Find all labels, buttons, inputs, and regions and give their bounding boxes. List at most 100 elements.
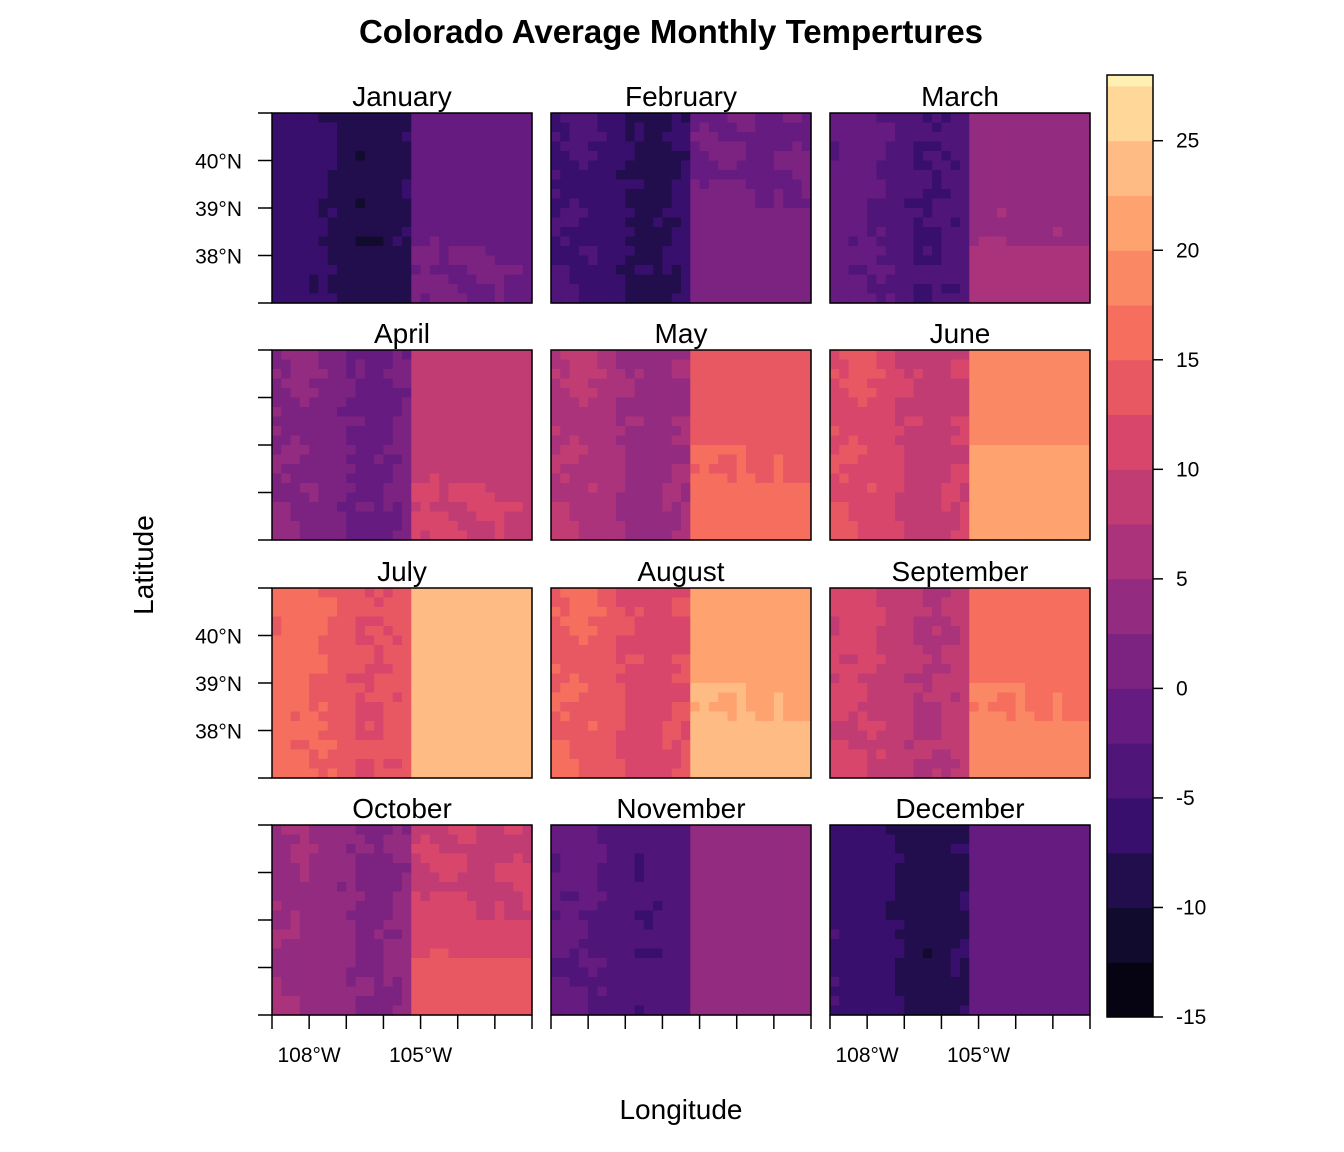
heat-cell — [885, 673, 896, 684]
heat-cell — [718, 113, 729, 124]
heat-cell — [1015, 502, 1026, 513]
heat-cell — [616, 227, 626, 238]
heat-cell — [551, 274, 561, 285]
heat-cell — [272, 730, 282, 741]
heat-cell — [588, 464, 599, 475]
heat-cell — [662, 702, 673, 713]
heat-cell — [783, 759, 794, 770]
heat-cell — [718, 284, 729, 295]
heat-cell — [485, 511, 496, 522]
heat-cell — [346, 141, 357, 152]
heat-cell — [522, 664, 533, 675]
heat-cell — [588, 407, 599, 418]
heat-cell — [1052, 645, 1063, 656]
heat-cell — [551, 607, 561, 618]
heat-cell — [281, 122, 292, 133]
heat-cell — [299, 426, 310, 437]
heat-cell — [309, 597, 320, 608]
heat-cell — [494, 645, 505, 656]
heat-cell — [801, 141, 812, 152]
heat-cell — [1071, 359, 1082, 370]
heat-cell — [625, 113, 636, 124]
heat-cell — [839, 664, 850, 675]
heat-cell — [978, 664, 989, 675]
heat-cell — [932, 711, 943, 722]
heat-cell — [857, 530, 868, 541]
heat-cell — [1062, 588, 1073, 599]
heat-cell — [978, 198, 989, 209]
heat-cell — [969, 464, 980, 475]
heat-cell — [969, 473, 980, 484]
heat-cell — [606, 645, 617, 656]
heat-cell — [1025, 435, 1035, 446]
heat-cell — [792, 492, 803, 503]
heat-cell — [1043, 711, 1054, 722]
heat-cell — [337, 483, 347, 494]
heat-cell — [588, 170, 599, 181]
heat-cell — [913, 616, 924, 627]
heat-cell — [513, 274, 524, 285]
heat-cell — [839, 217, 850, 228]
heat-cell — [411, 426, 422, 437]
heat-cell — [1080, 236, 1091, 247]
heat-cell — [476, 730, 487, 741]
heat-cell — [662, 511, 673, 522]
heat-cell — [662, 407, 673, 418]
heat-cell — [429, 530, 440, 541]
heat-cell — [941, 483, 952, 494]
heat-cell — [1071, 445, 1082, 456]
heat-cell — [830, 265, 840, 276]
heat-cell — [653, 749, 664, 760]
heat-cell — [941, 141, 952, 152]
heat-cell — [272, 122, 282, 133]
heat-cell — [588, 198, 599, 209]
heat-cell — [1006, 521, 1017, 532]
heat-cell — [606, 426, 617, 437]
heat-cell — [857, 645, 868, 656]
heat-cell — [1015, 407, 1026, 418]
heat-cell — [364, 673, 375, 684]
heat-cell — [485, 170, 496, 181]
heat-cell — [904, 217, 915, 228]
heat-cell — [355, 284, 366, 295]
heat-cell — [895, 664, 905, 675]
heat-cell — [904, 407, 915, 418]
heat-cell — [299, 236, 310, 247]
heat-cell — [857, 435, 868, 446]
heat-cell — [1071, 255, 1082, 266]
heat-cell — [671, 626, 682, 637]
heat-cell — [588, 132, 599, 143]
heat-cell — [597, 198, 608, 209]
heat-cell — [885, 397, 896, 408]
heat-cell — [801, 388, 812, 399]
heat-cell — [708, 702, 719, 713]
heat-cell — [467, 416, 477, 427]
heat-cell — [978, 284, 989, 295]
heat-cell — [960, 416, 970, 427]
heat-cell — [950, 635, 961, 646]
heat-cell — [504, 170, 515, 181]
heat-cell — [839, 692, 850, 703]
heat-cell — [467, 645, 477, 656]
heat-cell — [867, 293, 878, 304]
heat-cell — [867, 740, 878, 751]
heat-cell — [467, 768, 477, 779]
heat-cell — [941, 359, 952, 370]
heat-cell — [755, 702, 766, 713]
heat-cell — [913, 473, 924, 484]
heat-cell — [1043, 189, 1054, 200]
heat-cell — [578, 521, 589, 532]
heat-cell — [560, 284, 571, 295]
heat-cell — [513, 388, 524, 399]
heat-cell — [1015, 236, 1026, 247]
heat-cell — [355, 483, 366, 494]
heat-cell — [439, 359, 450, 370]
heat-cell — [736, 511, 747, 522]
heat-cell — [755, 388, 766, 399]
heat-cell — [1080, 473, 1091, 484]
heat-cell — [420, 435, 431, 446]
heat-cell — [346, 378, 357, 389]
heat-cell — [718, 749, 729, 760]
heat-cell — [411, 654, 422, 665]
